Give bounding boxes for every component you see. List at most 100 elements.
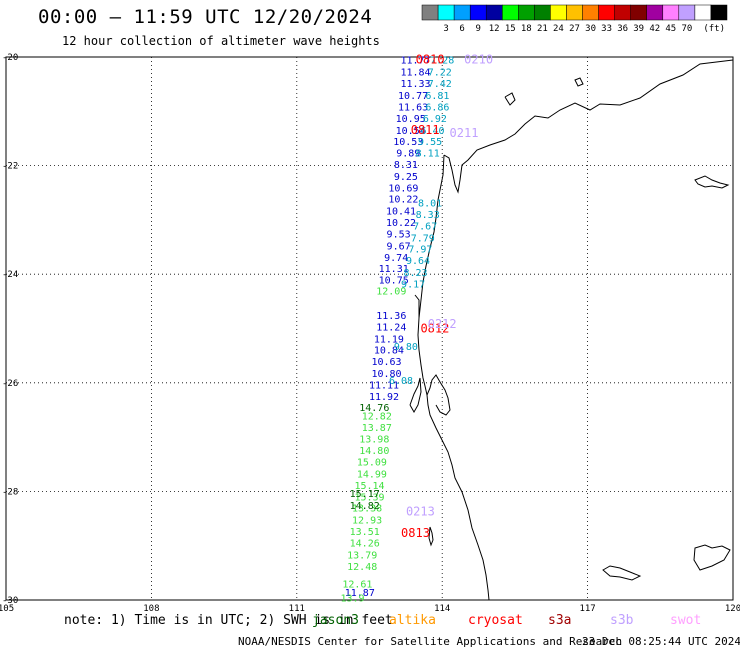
colorbar-swatch	[646, 4, 664, 21]
credit-text: NOAA/NESDIS Center for Satellite Applica…	[238, 635, 623, 648]
colorbar-tick-label: 33	[601, 24, 612, 34]
coastline	[409, 59, 734, 601]
wave-height-label: 12.09	[376, 287, 406, 298]
wave-height-label: 13.51	[350, 527, 380, 538]
wave-height-label: 14.80	[359, 446, 389, 457]
pass-time-label: 0211	[450, 126, 479, 140]
coastline-segment	[602, 565, 642, 581]
wave-height-label: 9.89	[396, 149, 420, 160]
wave-height-label: 12.82	[362, 411, 392, 422]
colorbar-tick-label: 9	[475, 24, 480, 34]
colorbar-tick-label: 36	[617, 24, 628, 34]
wave-height-label: 6.40	[420, 126, 444, 137]
wave-height-label: 10.22	[388, 195, 418, 206]
wave-height-label: 7.22	[428, 68, 452, 79]
wave-height-label: 15.14	[354, 481, 384, 492]
wave-height-label: 9.74	[384, 253, 408, 264]
wave-height-label: 14.82	[350, 501, 380, 512]
colorbar-tick-label: 27	[569, 24, 580, 34]
coastline-segment	[574, 77, 584, 87]
colorbar-tick-label: 24	[553, 24, 564, 34]
coastline-segment	[426, 374, 451, 416]
page-subtitle: 12 hour collection of altimeter wave hei…	[62, 34, 380, 48]
legend-satellite-swot: swot	[670, 613, 702, 628]
colorbar-swatch	[421, 4, 439, 21]
wave-height-label: 11.63	[398, 102, 428, 113]
colorbar-tick-label: 3	[443, 24, 448, 34]
wave-height-label: 15.09	[357, 458, 387, 469]
colorbar-swatch	[485, 4, 503, 21]
wave-height-label: 11.33	[400, 79, 430, 90]
wave-height-label: 6.92	[423, 114, 447, 125]
lat-tick-label: -28	[2, 487, 18, 497]
wave-height-label: 10.54	[396, 126, 426, 137]
wave-height-label: 14.26	[350, 538, 380, 549]
lat-tick-label: -26	[2, 379, 18, 389]
lat-tick-label: -30	[2, 596, 18, 606]
colorbar-swatch	[694, 4, 712, 21]
wave-height-label: 13.87	[362, 423, 392, 434]
wave-height-label: 15.17	[350, 489, 380, 500]
wave-height-label: 13.79	[347, 550, 377, 561]
colorbar-swatch	[598, 4, 615, 21]
wave-height-label: 9.25	[394, 172, 418, 183]
pass-time-label: 0212	[428, 317, 457, 331]
coastline-segment	[428, 526, 434, 547]
wave-height-label: 7.67	[413, 221, 437, 232]
wave-height-label: 10.53	[393, 137, 423, 148]
pass-time-label: 0813	[401, 526, 430, 540]
wave-height-label: 11.87	[345, 588, 375, 599]
wave-height-label: 10.77	[398, 91, 428, 102]
colorbar-swatch	[502, 4, 519, 21]
wave-height-label: 7.97	[408, 245, 432, 256]
colorbar-swatch	[566, 4, 583, 21]
lon-tick-label: 105	[0, 604, 14, 614]
colorbar-tick-label: 15	[505, 24, 516, 34]
wave-height-label: 6.86	[425, 102, 449, 113]
wave-height-label: 13.98	[359, 435, 389, 446]
wave-height-label: 10.69	[388, 183, 418, 194]
lon-tick-label: 111	[289, 604, 305, 614]
wave-height-label: 14.76	[359, 403, 389, 414]
pass-time-label: 0210	[464, 53, 493, 67]
coastline-segment	[443, 59, 734, 194]
wave-height-label: 6.81	[425, 91, 449, 102]
lon-tick-label: 108	[143, 604, 159, 614]
coastline-segment	[409, 377, 422, 414]
wave-height-label: 10.41	[386, 207, 416, 218]
wave-height-label: 13.9	[340, 593, 364, 604]
colorbar-swatch	[453, 4, 471, 21]
colorbar-swatch	[582, 4, 599, 21]
wave-height-label: 11.36	[376, 311, 406, 322]
wave-height-label: 12.48	[347, 562, 377, 573]
wave-height-label: 9.67	[387, 241, 411, 252]
coastline-segment	[693, 544, 731, 571]
colorbar-swatch	[678, 4, 696, 21]
wave-height-label: 11.31	[379, 264, 409, 275]
wave-height-label: 11.11	[369, 380, 399, 391]
colorbar-unit: (ft)	[703, 24, 725, 34]
wave-height-label: 9.64	[406, 256, 430, 267]
wave-height-label: 8.33	[416, 210, 440, 221]
track-labels: 11.7711.8411.3310.7711.6310.9510.5410.53…	[340, 53, 493, 605]
lat-tick-label: -24	[2, 270, 18, 280]
wave-height-label: 12.93	[352, 516, 382, 527]
colorbar-tick-label: 6	[459, 24, 464, 34]
coastline-segment	[417, 154, 490, 601]
wave-height-label: 9.53	[387, 230, 411, 241]
legend-satellite-altika: altika	[389, 613, 436, 628]
colorbar-swatch	[614, 4, 631, 21]
coastline-segment	[694, 175, 730, 189]
pass-time-label: 0812	[420, 322, 449, 336]
legend-satellite-jason3: jason3	[312, 613, 359, 628]
map-border	[5, 56, 734, 601]
colorbar-swatch	[437, 4, 455, 21]
colorbar-tick-label: 18	[521, 24, 532, 34]
colorbar-tick-label: 30	[585, 24, 596, 34]
wave-height-label: 8.31	[394, 160, 418, 171]
coastline-segment	[414, 294, 420, 318]
wave-height-label: 10.84	[374, 346, 404, 357]
page-title: 00:00 – 11:59 UTC 12/20/2024	[38, 6, 373, 28]
